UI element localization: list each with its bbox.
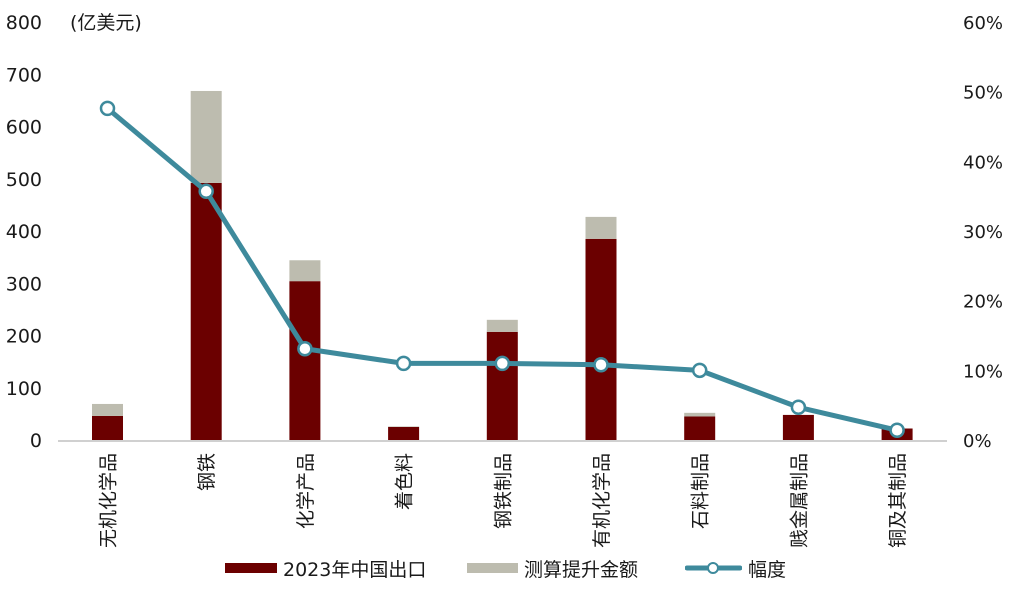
line-marker [494, 355, 511, 372]
bar-uplift [289, 260, 321, 282]
bar-export [388, 426, 420, 440]
line-marker [790, 399, 807, 416]
y-axis-right-tick: 0% [963, 431, 992, 452]
bar-export [782, 414, 814, 440]
y-axis-left-tick: 300 [6, 273, 42, 295]
x-axis-category-label: 化学产品 [295, 453, 317, 529]
legend-item-export: 2023年中国出口 [225, 553, 426, 583]
line-marker [198, 183, 214, 200]
legend-label: 测算提升金额 [524, 558, 639, 581]
x-axis-category-label: 贱金属制品 [788, 453, 810, 548]
y-axis-right-tick: 50% [963, 83, 1003, 104]
y-axis-unit-label: (亿美元) [70, 12, 142, 34]
x-axis-category-label: 着色料 [394, 453, 416, 510]
line-marker [99, 100, 116, 117]
legend-label: 幅度 [748, 558, 787, 581]
bar-export [486, 331, 518, 440]
y-axis-left-tick: 600 [6, 117, 42, 139]
bar-uplift [585, 216, 617, 239]
x-axis-category-label: 钢铁 [196, 453, 218, 491]
y-axis-left-tick: 400 [6, 221, 42, 243]
x-axis-category-label: 钢铁制品 [492, 453, 514, 529]
y-axis-left-tick: 200 [6, 326, 42, 348]
x-axis-category-label: 无机化学品 [98, 453, 120, 548]
legend-item-uplift: 测算提升金额 [467, 553, 638, 583]
bar-export [92, 415, 123, 440]
bar-uplift [190, 90, 222, 183]
y-axis-left-tick: 700 [6, 64, 42, 86]
legend-swatch-bar-dark [225, 563, 277, 573]
legend-swatch-line-marker-icon [685, 561, 742, 575]
line-marker [593, 357, 609, 373]
x-axis-category-label: 石料制品 [690, 453, 712, 529]
bar-export [190, 182, 222, 440]
y-axis-right-tick: 30% [963, 222, 1003, 243]
y-axis-left-tick: 100 [6, 378, 42, 400]
line-marker [395, 355, 412, 372]
bar-uplift [92, 403, 123, 416]
bar-uplift [684, 412, 716, 417]
bar-export [289, 281, 321, 440]
legend-item-ratio: 幅度 [685, 553, 786, 583]
y-axis-left-tick: 0 [30, 430, 42, 452]
y-axis-right-tick: 60% [963, 13, 1003, 34]
x-axis-category-label: 有机化学品 [591, 453, 613, 548]
y-axis-right-tick: 10% [963, 361, 1003, 382]
y-axis-left-tick: 500 [6, 169, 42, 191]
y-axis-left-tick: 800 [6, 12, 42, 34]
y-axis-right-tick: 40% [963, 152, 1003, 173]
line-marker [889, 422, 905, 438]
bar-export [684, 416, 716, 440]
legend-label: 2023年中国出口 [283, 558, 427, 581]
x-axis-category-label: 铜及其制品 [887, 453, 909, 548]
y-axis-right-tick: 20% [963, 292, 1003, 313]
bar-uplift [486, 319, 518, 332]
legend-swatch-bar-gray [467, 563, 518, 573]
line-marker [691, 362, 708, 379]
bar-uplift [388, 426, 420, 427]
bar-export [585, 238, 617, 440]
line-marker [297, 340, 313, 357]
